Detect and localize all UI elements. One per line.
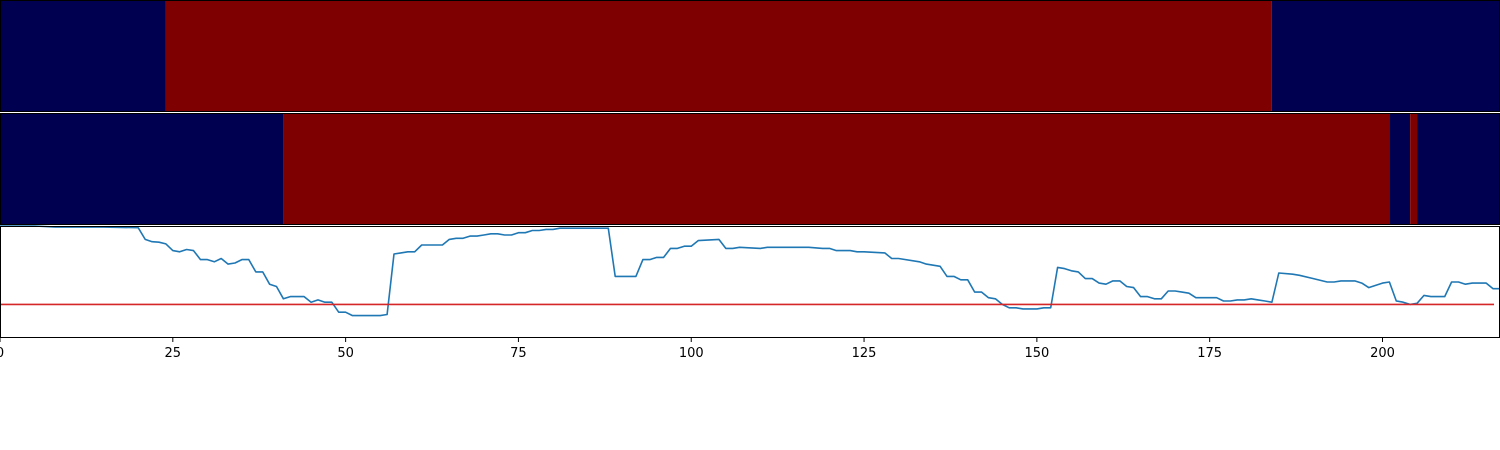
x-tick-label-7: 175 [1197, 346, 1222, 361]
state-row-bottom [0, 113, 1500, 225]
state-segment-row1-3 [1410, 113, 1418, 225]
line-panel-background [0, 226, 1500, 338]
x-axis: 0 25 50 75 100 125 150 175 200 [0, 338, 1395, 361]
x-tick-label-5: 125 [852, 346, 877, 361]
state-segment-row0-1 [165, 0, 1272, 112]
x-tick-label-4: 100 [679, 346, 704, 361]
state-segment-row0-2 [1271, 0, 1500, 112]
x-tick-label-8: 200 [1370, 346, 1395, 361]
state-segment-row1-4 [1417, 113, 1500, 225]
x-tick-label-1: 25 [165, 346, 182, 361]
x-tick-label-3: 75 [510, 346, 527, 361]
x-tick-label-2: 50 [337, 346, 354, 361]
state-segment-row1-1 [283, 113, 1390, 225]
state-segment-row0-0 [0, 0, 166, 112]
state-segment-row1-2 [1389, 113, 1411, 225]
line-panel [0, 225, 1500, 338]
series-line [0, 225, 1500, 317]
state-row-top [0, 0, 1500, 112]
x-tick-label-0: 0 [0, 346, 4, 361]
x-tick-label-6: 150 [1024, 346, 1049, 361]
state-segment-row1-0 [0, 113, 284, 225]
